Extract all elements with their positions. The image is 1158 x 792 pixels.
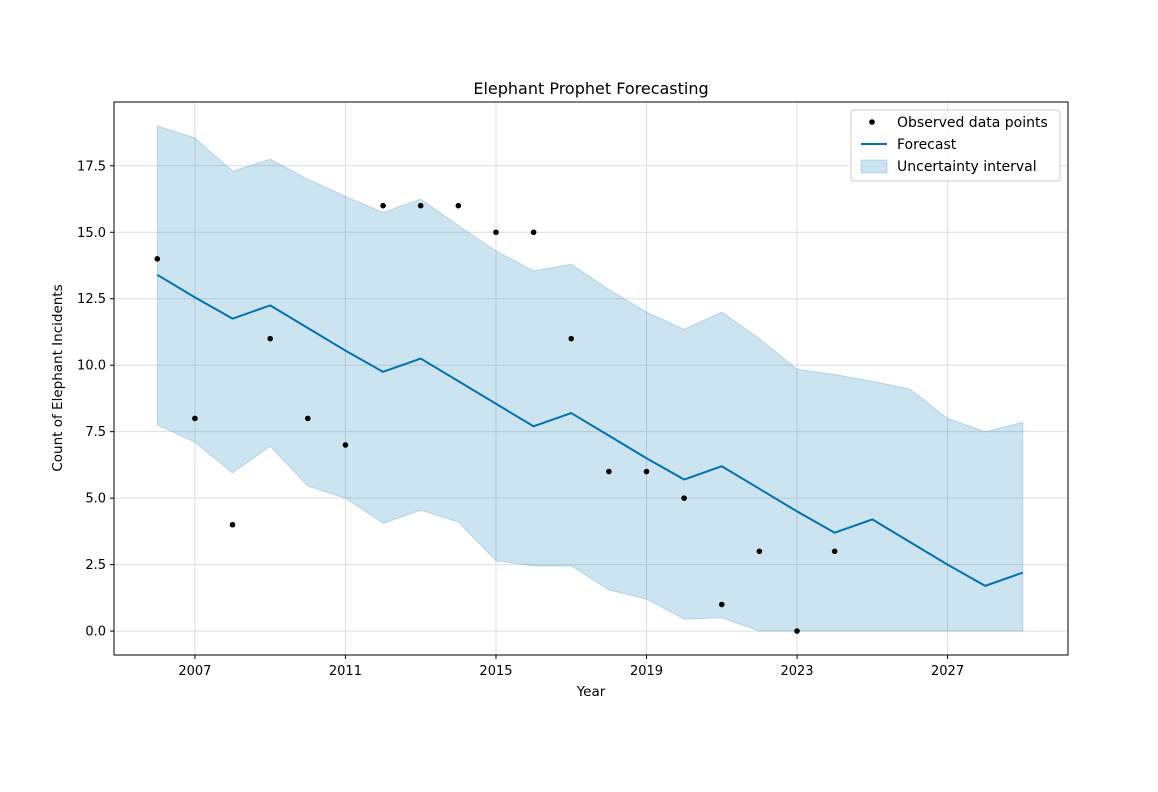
legend-label-uncertainty: Uncertainty interval bbox=[897, 159, 1037, 175]
y-tick-label: 7.5 bbox=[85, 425, 106, 440]
observed-point bbox=[493, 229, 499, 236]
forecast-line bbox=[156, 273, 1024, 587]
x-tick-label: 2023 bbox=[780, 664, 813, 679]
legend-label-observed: Observed data points bbox=[897, 115, 1048, 131]
observed-point bbox=[380, 202, 386, 209]
x-axis-ticks: 2007 2011 2015 2019 2023 2027 bbox=[178, 655, 964, 679]
plot-frame bbox=[113, 101, 1069, 656]
legend-point-marker bbox=[869, 119, 875, 125]
legend-label-forecast: Forecast bbox=[897, 137, 957, 153]
y-axis-label: Count of Elephant Incidents bbox=[50, 284, 66, 471]
observed-point bbox=[831, 548, 838, 555]
observed-point bbox=[192, 415, 198, 422]
x-tick-label: 2011 bbox=[329, 664, 362, 679]
forecast-line-group bbox=[156, 273, 1024, 587]
y-tick-label: 5.0 bbox=[85, 492, 106, 507]
observed-point bbox=[530, 229, 537, 236]
observed-point bbox=[417, 202, 424, 209]
observed-point bbox=[756, 548, 763, 555]
y-tick-label: 17.5 bbox=[77, 159, 106, 174]
uncertainty-band bbox=[156, 125, 1024, 632]
observed-points bbox=[154, 202, 838, 634]
observed-point bbox=[681, 495, 687, 501]
x-tick-label: 2015 bbox=[479, 664, 512, 679]
y-tick-label: 12.5 bbox=[77, 292, 106, 307]
y-tick-label: 2.5 bbox=[85, 558, 106, 573]
observed-point bbox=[643, 468, 650, 475]
chart-title: Elephant Prophet Forecasting bbox=[473, 79, 708, 98]
observed-point bbox=[794, 628, 800, 634]
observed-point bbox=[154, 256, 161, 262]
observed-point bbox=[568, 335, 575, 342]
observed-point bbox=[305, 415, 311, 422]
x-axis-label: Year bbox=[576, 684, 606, 700]
x-tick-label: 2019 bbox=[630, 664, 663, 679]
legend: Observed data points Forecast Uncertaint… bbox=[850, 109, 1061, 182]
x-tick-label: 2007 bbox=[178, 664, 211, 679]
y-tick-label: 15.0 bbox=[77, 226, 106, 241]
observed-point bbox=[606, 468, 612, 475]
observed-point bbox=[229, 521, 236, 528]
observed-point bbox=[455, 202, 462, 209]
y-tick-label: 10.0 bbox=[77, 359, 106, 374]
observed-point bbox=[267, 335, 273, 342]
y-axis-ticks: 0.0 2.5 5.0 7.5 10.0 12.5 15.0 17.5 bbox=[77, 159, 114, 640]
uncertainty-band-area bbox=[156, 125, 1024, 632]
y-tick-label: 0.0 bbox=[85, 625, 106, 640]
observed-point bbox=[718, 601, 725, 608]
x-tick-label: 2027 bbox=[931, 664, 964, 679]
legend-band-marker bbox=[860, 159, 888, 174]
legend-box bbox=[850, 109, 1061, 182]
observed-point bbox=[342, 442, 349, 448]
grid bbox=[114, 102, 1068, 655]
